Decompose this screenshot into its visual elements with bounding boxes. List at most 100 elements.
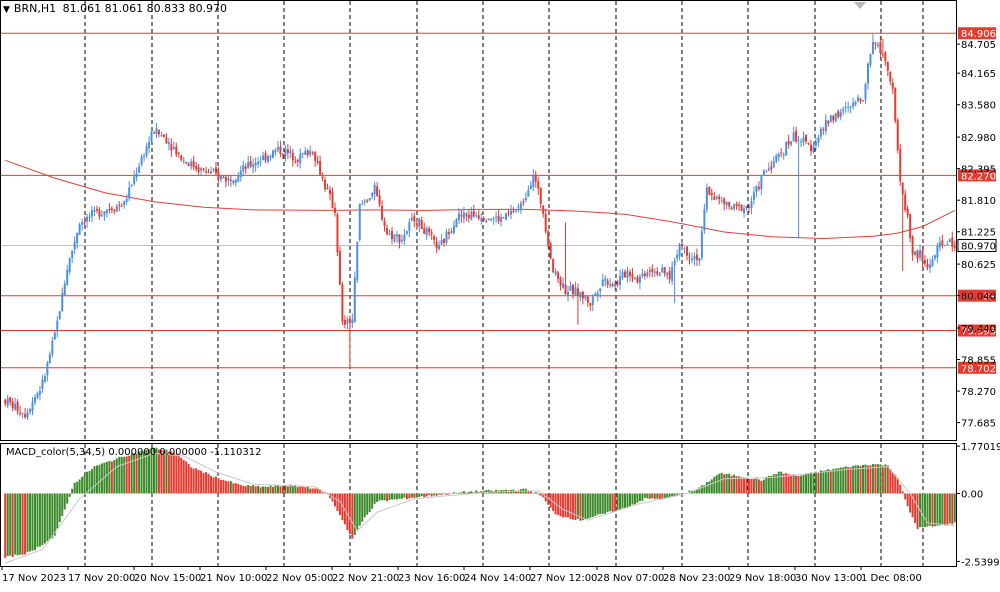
candle[interactable] xyxy=(36,391,39,400)
candle[interactable] xyxy=(242,160,245,176)
candle[interactable] xyxy=(244,163,247,174)
candle[interactable] xyxy=(267,154,270,164)
candle[interactable] xyxy=(641,268,644,279)
candle[interactable] xyxy=(207,168,210,174)
candle[interactable] xyxy=(440,233,443,245)
candle[interactable] xyxy=(797,135,800,239)
candle[interactable] xyxy=(405,230,408,236)
candle[interactable] xyxy=(155,122,158,139)
candle[interactable] xyxy=(237,172,240,183)
candle[interactable] xyxy=(43,373,46,384)
candle[interactable] xyxy=(571,284,574,300)
candle[interactable] xyxy=(752,186,755,205)
candle[interactable] xyxy=(733,203,736,211)
candle[interactable] xyxy=(234,178,237,187)
candle[interactable] xyxy=(671,261,674,285)
candle[interactable] xyxy=(636,274,639,285)
candle[interactable] xyxy=(562,277,565,289)
candle[interactable] xyxy=(931,255,934,267)
candle[interactable] xyxy=(192,156,195,171)
candle[interactable] xyxy=(542,205,545,218)
candle[interactable] xyxy=(772,156,775,168)
candle[interactable] xyxy=(581,290,584,305)
candle[interactable] xyxy=(787,134,790,149)
candle[interactable] xyxy=(443,238,446,247)
candle[interactable] xyxy=(817,134,820,147)
candle[interactable] xyxy=(693,252,696,266)
candle[interactable] xyxy=(487,218,490,221)
candle[interactable] xyxy=(899,144,902,186)
candle[interactable] xyxy=(678,243,681,261)
candle[interactable] xyxy=(108,203,111,214)
candle[interactable] xyxy=(324,176,327,192)
candle[interactable] xyxy=(373,181,376,201)
candle[interactable] xyxy=(676,249,679,263)
candle[interactable] xyxy=(425,225,428,240)
candle[interactable] xyxy=(782,152,785,160)
candle[interactable] xyxy=(552,258,555,274)
candle[interactable] xyxy=(705,183,708,213)
candle[interactable] xyxy=(686,246,689,261)
candle[interactable] xyxy=(460,209,463,223)
candle[interactable] xyxy=(777,152,780,162)
candle[interactable] xyxy=(757,181,760,192)
candle[interactable] xyxy=(941,234,944,249)
candle[interactable] xyxy=(48,351,51,364)
candle[interactable] xyxy=(847,101,850,113)
candle[interactable] xyxy=(95,205,98,214)
candle[interactable] xyxy=(29,407,32,415)
candle[interactable] xyxy=(909,213,912,243)
candle[interactable] xyxy=(584,294,587,301)
candle[interactable] xyxy=(894,87,897,124)
candle[interactable] xyxy=(537,176,540,195)
candle[interactable] xyxy=(658,271,661,277)
candle[interactable] xyxy=(928,258,931,274)
candle[interactable] xyxy=(383,217,386,232)
candle[interactable] xyxy=(227,175,230,186)
candle[interactable] xyxy=(938,236,941,252)
candle[interactable] xyxy=(765,169,768,173)
candle[interactable] xyxy=(827,120,830,127)
candle[interactable] xyxy=(879,36,882,59)
candle[interactable] xyxy=(281,153,284,160)
candle[interactable] xyxy=(61,287,64,312)
candle[interactable] xyxy=(31,397,34,416)
candle[interactable] xyxy=(157,129,160,138)
triangle-down-icon[interactable]: ▼ xyxy=(3,5,10,15)
candle[interactable] xyxy=(554,268,557,277)
candle[interactable] xyxy=(730,206,733,210)
candle[interactable] xyxy=(904,189,907,213)
candle[interactable] xyxy=(200,166,203,176)
candle[interactable] xyxy=(170,138,173,157)
candle[interactable] xyxy=(668,267,671,284)
candle[interactable] xyxy=(738,201,741,211)
candle[interactable] xyxy=(133,170,136,186)
candle[interactable] xyxy=(767,162,770,172)
candle[interactable] xyxy=(450,228,453,234)
candle[interactable] xyxy=(475,211,478,218)
candle[interactable] xyxy=(319,155,322,176)
candle[interactable] xyxy=(165,133,168,144)
candle[interactable] xyxy=(943,244,946,247)
candle[interactable] xyxy=(180,154,183,162)
candle[interactable] xyxy=(299,148,302,169)
candle[interactable] xyxy=(175,142,178,158)
candle[interactable] xyxy=(579,291,582,301)
candle[interactable] xyxy=(628,269,631,282)
candle[interactable] xyxy=(115,203,118,212)
candle[interactable] xyxy=(539,187,542,209)
candle[interactable] xyxy=(715,195,718,201)
candle[interactable] xyxy=(9,396,12,406)
candle[interactable] xyxy=(775,153,778,164)
candle[interactable] xyxy=(502,216,505,219)
candle[interactable] xyxy=(524,192,527,203)
candle[interactable] xyxy=(611,282,614,288)
candle[interactable] xyxy=(138,162,141,174)
candle[interactable] xyxy=(128,181,131,201)
candle[interactable] xyxy=(497,209,500,225)
candle[interactable] xyxy=(695,248,698,267)
candle[interactable] xyxy=(710,188,713,201)
candle[interactable] xyxy=(259,155,262,167)
